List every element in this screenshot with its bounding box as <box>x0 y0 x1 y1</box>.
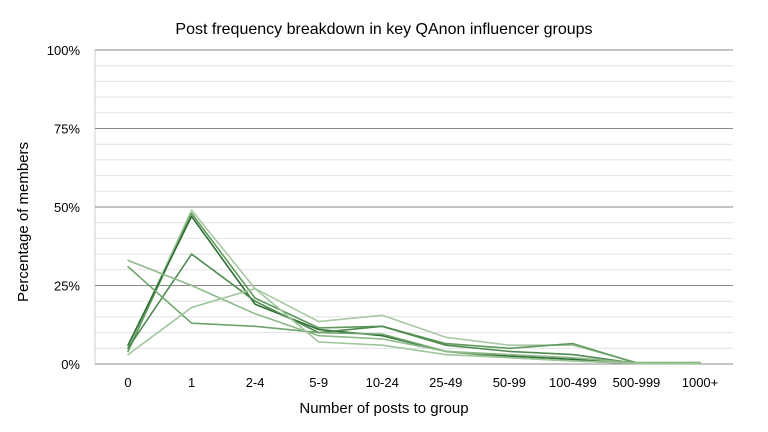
grid <box>94 49 733 365</box>
series-line-7 <box>127 287 701 365</box>
series-line-5 <box>127 265 701 365</box>
chart-title: Post frequency breakdown in key QAnon in… <box>175 21 592 38</box>
series-line-6 <box>127 259 701 364</box>
x-axis-ticks: 0 1 2-4 5-9 10-24 25-49 50-99 100-499 500-999 100… <box>124 375 718 390</box>
x-tick-label: 50-99 <box>493 375 526 390</box>
y-tick-label: 75% <box>54 122 80 137</box>
x-tick-label: 0 <box>124 375 131 390</box>
x-tick-label: 25-49 <box>429 375 462 390</box>
x-tick-label: 100-499 <box>549 375 597 390</box>
x-axis-title: Number of posts to group <box>299 400 468 417</box>
series-line-2 <box>127 212 701 364</box>
x-tick-label: 10-24 <box>366 375 399 390</box>
y-axis-ticks: 0% 25% 50% 75% 100% <box>47 43 81 372</box>
y-tick-label: 25% <box>54 279 80 294</box>
series-line-4 <box>127 253 701 365</box>
x-tick-label: 500-999 <box>613 375 661 390</box>
series-line-1 <box>127 209 701 364</box>
y-tick-label: 100% <box>47 43 81 58</box>
x-tick-label: 5-9 <box>309 375 328 390</box>
x-tick-label: 2-4 <box>246 375 265 390</box>
x-tick-label: 1 <box>188 375 195 390</box>
x-tick-label: 1000+ <box>682 375 719 390</box>
y-tick-label: 50% <box>54 200 80 215</box>
series-lines <box>127 209 701 365</box>
y-axis-title: Percentage of members <box>15 142 32 302</box>
y-tick-label: 0% <box>61 357 80 372</box>
